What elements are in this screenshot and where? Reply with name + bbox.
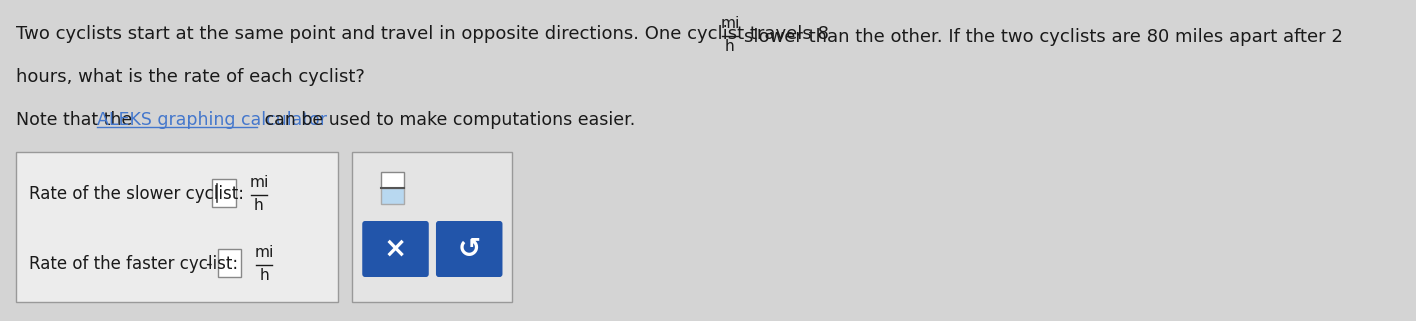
Text: Note that the: Note that the (16, 111, 137, 129)
Text: ALEKS graphing calculator: ALEKS graphing calculator (98, 111, 327, 129)
FancyBboxPatch shape (381, 172, 405, 188)
FancyBboxPatch shape (381, 188, 405, 204)
Text: can be used to make computations easier.: can be used to make computations easier. (259, 111, 636, 129)
FancyBboxPatch shape (353, 152, 513, 302)
FancyBboxPatch shape (218, 249, 241, 277)
Text: mi: mi (255, 245, 273, 260)
Text: slower than the other. If the two cyclists are 80 miles apart after 2: slower than the other. If the two cyclis… (745, 28, 1344, 46)
Text: ×: × (384, 235, 408, 263)
FancyBboxPatch shape (16, 152, 338, 302)
Text: mi: mi (249, 175, 269, 190)
FancyBboxPatch shape (212, 179, 235, 207)
Text: h: h (259, 268, 269, 283)
Text: hours, what is the rate of each cyclist?: hours, what is the rate of each cyclist? (16, 68, 365, 86)
Text: mi: mi (721, 16, 739, 31)
Text: h: h (253, 198, 263, 213)
FancyBboxPatch shape (362, 221, 429, 277)
Text: h: h (725, 39, 735, 54)
Text: -: - (205, 255, 211, 273)
Text: Two cyclists start at the same point and travel in opposite directions. One cycl: Two cyclists start at the same point and… (16, 25, 828, 43)
Text: ↺: ↺ (457, 235, 481, 263)
Text: Rate of the faster cyclist:: Rate of the faster cyclist: (28, 255, 238, 273)
FancyBboxPatch shape (436, 221, 503, 277)
Text: Rate of the slower cyclist:: Rate of the slower cyclist: (28, 185, 244, 203)
